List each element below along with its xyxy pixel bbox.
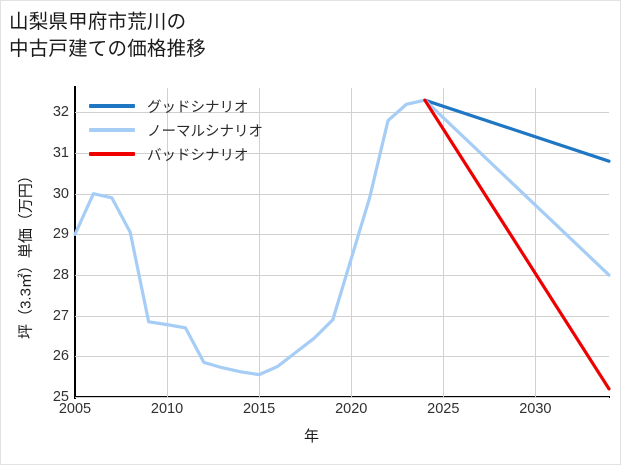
y-tick-label: 32 — [52, 104, 69, 121]
y-tick-label: 29 — [52, 226, 69, 243]
legend-item[interactable]: バッドシナリオ — [89, 142, 299, 166]
gridline-vertical — [535, 88, 537, 397]
y-axis-label: 坪（3.3㎡）単価（万円） — [17, 167, 35, 339]
gridline-vertical — [351, 88, 353, 397]
gridline-horizontal — [75, 275, 609, 277]
gridline-horizontal — [75, 234, 609, 236]
series-line — [73, 98, 427, 377]
series-line — [423, 98, 611, 277]
gridline-vertical — [167, 88, 169, 397]
series-line — [423, 98, 611, 391]
legend-color-swatch — [89, 152, 135, 156]
y-tick-label: 30 — [52, 185, 69, 202]
x-tick-label: 2020 — [335, 401, 368, 417]
gridline-horizontal — [75, 356, 609, 358]
chart-legend: グッドシナリオ ノーマルシナリオ バッドシナリオ — [89, 94, 299, 166]
x-tick-label: 2010 — [150, 401, 184, 417]
legend-color-swatch — [89, 128, 135, 132]
gridline-horizontal — [75, 112, 609, 114]
legend-item-label: バッドシナリオ — [147, 147, 249, 164]
x-tick-label: 2005 — [58, 401, 92, 417]
gridline-vertical — [259, 88, 261, 397]
y-tick-label: 25 — [52, 389, 69, 405]
y-tick-label: 31 — [52, 145, 69, 162]
page-title: 山梨県甲府市荒川の 中古戸建ての価格推移 — [9, 11, 207, 60]
x-tick-label: 2025 — [427, 401, 460, 417]
legend-item-label: ノーマルシナリオ — [147, 123, 263, 140]
y-tick-label: 26 — [52, 348, 69, 365]
x-tick-label: 2030 — [519, 401, 552, 417]
y-axis-spine — [74, 86, 76, 399]
gridline-horizontal — [75, 193, 609, 195]
gridline-vertical — [443, 88, 445, 397]
gridline-horizontal — [75, 315, 609, 317]
legend-item[interactable]: グッドシナリオ — [89, 94, 299, 118]
legend-item[interactable]: ノーマルシナリオ — [89, 118, 299, 142]
y-tick-label: 27 — [52, 307, 69, 324]
gridline-horizontal — [75, 397, 609, 398]
plot-area — [73, 88, 611, 398]
legend-color-swatch — [89, 104, 135, 108]
x-tick-label: 2015 — [242, 401, 276, 417]
y-tick-label: 28 — [52, 267, 69, 284]
legend-item-label: グッドシナリオ — [147, 99, 249, 116]
series-line — [423, 98, 611, 163]
chart-lines — [73, 98, 611, 391]
gridline-horizontal — [75, 153, 609, 155]
x-axis-label: 年 — [303, 428, 319, 445]
